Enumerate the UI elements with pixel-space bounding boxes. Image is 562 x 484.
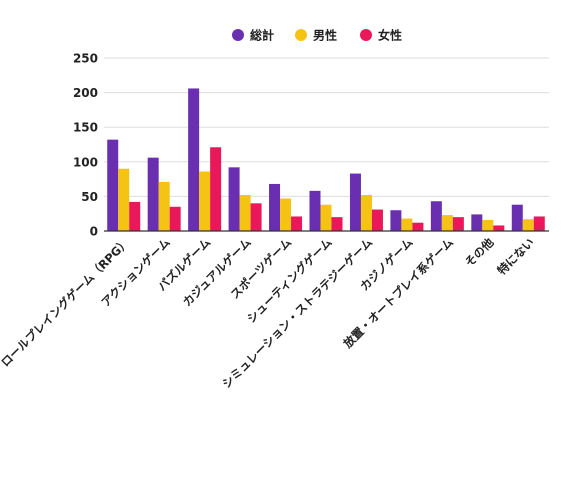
- bar-3-series-1: [239, 195, 251, 231]
- y-tick-label-250: 250: [73, 52, 98, 66]
- bar-1-series-0: [147, 157, 159, 231]
- bar-2-series-0: [188, 88, 200, 231]
- bar-7-series-2: [412, 222, 424, 231]
- legend-label-0: 総計: [250, 28, 274, 43]
- y-tick-label-0: 0: [90, 225, 98, 239]
- legend-marker-0: [232, 29, 244, 41]
- bar-7-series-0: [390, 210, 402, 231]
- bar-0-series-0: [107, 139, 119, 231]
- bar-3-series-2: [250, 203, 262, 231]
- bar-9-series-2: [493, 225, 505, 231]
- category-label-10: 特にない: [494, 235, 536, 277]
- bar-4-series-0: [269, 183, 281, 231]
- category-labels: ロールプレイングゲーム（RPG）アクションゲームパズルゲームカジュアルゲームスポ…: [0, 235, 537, 391]
- y-axis-ticks: 0 50 100 150 200 250: [73, 52, 98, 239]
- y-tick-label-50: 50: [81, 190, 98, 204]
- bar-5-series-0: [309, 190, 321, 231]
- y-tick-label-200: 200: [73, 86, 98, 100]
- bar-1-series-2: [169, 206, 181, 231]
- bar-2-series-2: [210, 147, 222, 231]
- bar-8-series-0: [430, 201, 442, 231]
- bar-6-series-2: [371, 209, 383, 231]
- bar-6-series-0: [349, 173, 361, 231]
- bar-8-series-2: [452, 217, 464, 231]
- bar-2-series-1: [199, 171, 211, 231]
- bar-1-series-1: [158, 181, 170, 231]
- bar-4-series-2: [291, 216, 303, 231]
- category-label-3: カジュアルゲーム: [180, 235, 254, 309]
- legend-marker-2: [360, 29, 372, 41]
- bar-4-series-1: [280, 198, 292, 231]
- bar-3-series-0: [228, 167, 240, 231]
- legend-label-2: 女性: [378, 28, 402, 43]
- legend-marker-1: [295, 29, 307, 41]
- bar-10-series-1: [522, 219, 534, 231]
- category-label-6: シミュレーション・ストラテジーゲーム: [219, 235, 375, 391]
- y-tick-label-150: 150: [73, 121, 98, 135]
- category-label-1: アクションゲーム: [98, 235, 173, 310]
- bar-10-series-2: [533, 216, 545, 231]
- bar-0-series-1: [118, 168, 130, 231]
- bar-0-series-2: [129, 201, 141, 231]
- grid-lines: [104, 57, 549, 197]
- bar-7-series-1: [401, 218, 413, 231]
- bar-9-series-1: [482, 219, 494, 231]
- category-label-9: その他: [462, 235, 497, 270]
- y-tick-label-100: 100: [73, 155, 98, 169]
- bar-5-series-2: [331, 217, 343, 231]
- bar-10-series-0: [511, 204, 523, 231]
- legend: 総計 男性 女性: [232, 28, 402, 43]
- bar-5-series-1: [320, 204, 332, 231]
- bar-9-series-0: [471, 214, 483, 231]
- bar-8-series-1: [441, 215, 453, 231]
- bar-6-series-1: [360, 195, 372, 231]
- legend-label-1: 男性: [313, 28, 337, 43]
- bars-group: [107, 88, 545, 231]
